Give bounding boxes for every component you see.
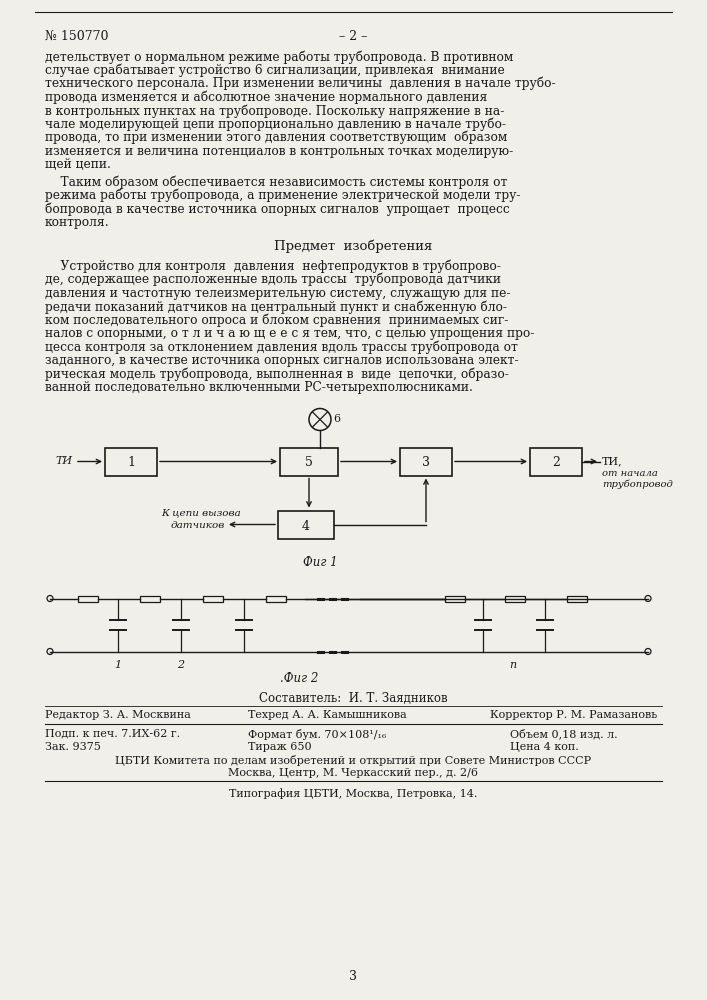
- Bar: [140, 595, 160, 601]
- Text: 4: 4: [302, 520, 310, 532]
- Text: .Фиг 2: .Фиг 2: [280, 672, 318, 684]
- Text: К цепи вызова: К цепи вызова: [161, 508, 240, 518]
- Text: режима работы трубопровода, а применение электрической модели тру-: режима работы трубопровода, а применение…: [45, 189, 520, 202]
- Bar: [445, 595, 465, 601]
- Text: Цена 4 коп.: Цена 4 коп.: [510, 742, 579, 752]
- Text: Формат бум. 70×108¹/₁₆: Формат бум. 70×108¹/₁₆: [248, 728, 386, 740]
- Text: от начала: от начала: [602, 468, 658, 478]
- Text: ванной последовательно включенными РС-четырехполюсниками.: ванной последовательно включенными РС-че…: [45, 381, 473, 394]
- Text: бопровода в качестве источника опорных сигналов  упрощает  процесс: бопровода в качестве источника опорных с…: [45, 202, 510, 216]
- Text: заданного, в качестве источника опорных сигналов использована элект-: заданного, в качестве источника опорных …: [45, 354, 519, 367]
- Text: щей цепи.: щей цепи.: [45, 158, 111, 171]
- Text: Москва, Центр, М. Черкасский пер., д. 2/6: Москва, Центр, М. Черкасский пер., д. 2/…: [228, 768, 478, 778]
- Text: Таким образом обеспечивается независимость системы контроля от: Таким образом обеспечивается независимос…: [45, 176, 508, 189]
- Bar: [567, 595, 587, 601]
- Text: Корректор Р. М. Рамазановь: Корректор Р. М. Рамазановь: [490, 710, 658, 720]
- Bar: [266, 595, 286, 601]
- Bar: [105, 448, 157, 476]
- Text: Подп. к печ. 7.ИХ-62 г.: Подп. к печ. 7.ИХ-62 г.: [45, 728, 180, 738]
- Text: 2: 2: [552, 456, 560, 470]
- Text: случае срабатывает устройство 6 сигнализации, привлекая  внимание: случае срабатывает устройство 6 сигнализ…: [45, 64, 505, 77]
- Text: чале моделирующей цепи пропорционально давлению в начале трубо-: чале моделирующей цепи пропорционально д…: [45, 117, 506, 131]
- Circle shape: [645, 648, 651, 654]
- Text: 1: 1: [127, 456, 135, 470]
- Text: изменяется и величина потенциалов в контрольных точках моделирую-: изменяется и величина потенциалов в конт…: [45, 144, 513, 157]
- Text: трубопровод: трубопровод: [602, 480, 673, 489]
- Text: провода, то при изменении этого давления соответствующим  образом: провода, то при изменении этого давления…: [45, 131, 507, 144]
- Bar: [203, 595, 223, 601]
- Circle shape: [47, 648, 53, 654]
- Text: Устройство для контроля  давления  нефтепродуктов в трубопрово-: Устройство для контроля давления нефтепр…: [45, 259, 501, 273]
- Text: Составитель:  И. Т. Заядников: Составитель: И. Т. Заядников: [259, 692, 448, 704]
- Text: датчиков: датчиков: [171, 520, 226, 530]
- Bar: [530, 448, 582, 476]
- Text: контроля.: контроля.: [45, 216, 110, 229]
- Text: рическая модель трубопровода, выполненная в  виде  цепочки, образо-: рическая модель трубопровода, выполненна…: [45, 367, 509, 381]
- Text: Фиг 1: Фиг 1: [303, 556, 337, 570]
- Text: де, содержащее расположенные вдоль трассы  трубопровода датчики: де, содержащее расположенные вдоль трасс…: [45, 273, 501, 286]
- Text: ком последовательного опроса и блоком сравнения  принимаемых сиг-: ком последовательного опроса и блоком ср…: [45, 314, 508, 327]
- Text: провода изменяется и абсолютное значение нормального давления: провода изменяется и абсолютное значение…: [45, 91, 487, 104]
- Text: 6: 6: [333, 414, 340, 424]
- Text: 5: 5: [305, 456, 313, 470]
- Text: технического персонала. При изменении величины  давления в начале трубо-: технического персонала. При изменении ве…: [45, 77, 556, 91]
- Text: № 150770: № 150770: [45, 30, 108, 43]
- Text: Объем 0,18 изд. л.: Объем 0,18 изд. л.: [510, 728, 618, 739]
- Text: 1: 1: [115, 660, 122, 670]
- Text: ЦБТИ Комитета по делам изобретений и открытий при Совете Министров СССР: ЦБТИ Комитета по делам изобретений и отк…: [115, 756, 591, 766]
- Text: n: n: [510, 660, 517, 670]
- Text: детельствует о нормальном режиме работы трубопровода. В противном: детельствует о нормальном режиме работы …: [45, 50, 513, 64]
- Circle shape: [47, 595, 53, 601]
- Bar: [505, 595, 525, 601]
- Text: ТИ: ТИ: [55, 456, 72, 466]
- Text: Техред А. А. Камышникова: Техред А. А. Камышникова: [248, 710, 407, 720]
- Bar: [400, 448, 452, 476]
- Text: Тираж 650: Тираж 650: [248, 742, 312, 752]
- Text: Предмет  изобретения: Предмет изобретения: [274, 239, 432, 253]
- Bar: [278, 510, 334, 538]
- Text: 3: 3: [349, 970, 357, 983]
- Bar: [78, 595, 98, 601]
- Text: цесса контроля за отклонением давления вдоль трассы трубопровода от: цесса контроля за отклонением давления в…: [45, 340, 518, 354]
- Text: налов с опорными, о т л и ч а ю щ е е с я тем, что, с целью упрощения про-: налов с опорными, о т л и ч а ю щ е е с …: [45, 327, 534, 340]
- Bar: [280, 448, 338, 476]
- Text: 2: 2: [177, 660, 185, 670]
- Text: Зак. 9375: Зак. 9375: [45, 742, 101, 752]
- Text: Редактор З. А. Москвина: Редактор З. А. Москвина: [45, 710, 191, 720]
- Text: Типография ЦБТИ, Москва, Петровка, 14.: Типография ЦБТИ, Москва, Петровка, 14.: [229, 788, 477, 799]
- Text: редачи показаний датчиков на центральный пункт и снабженную бло-: редачи показаний датчиков на центральный…: [45, 300, 507, 314]
- Text: давления и частотную телеизмерительную систему, служащую для пе-: давления и частотную телеизмерительную с…: [45, 286, 510, 300]
- Text: в контрольных пунктах на трубопроводе. Поскольку напряжение в на-: в контрольных пунктах на трубопроводе. П…: [45, 104, 504, 117]
- Text: ТИ,: ТИ,: [602, 456, 623, 466]
- Text: – 2 –: – 2 –: [339, 30, 367, 43]
- Text: 3: 3: [422, 456, 430, 470]
- Circle shape: [645, 595, 651, 601]
